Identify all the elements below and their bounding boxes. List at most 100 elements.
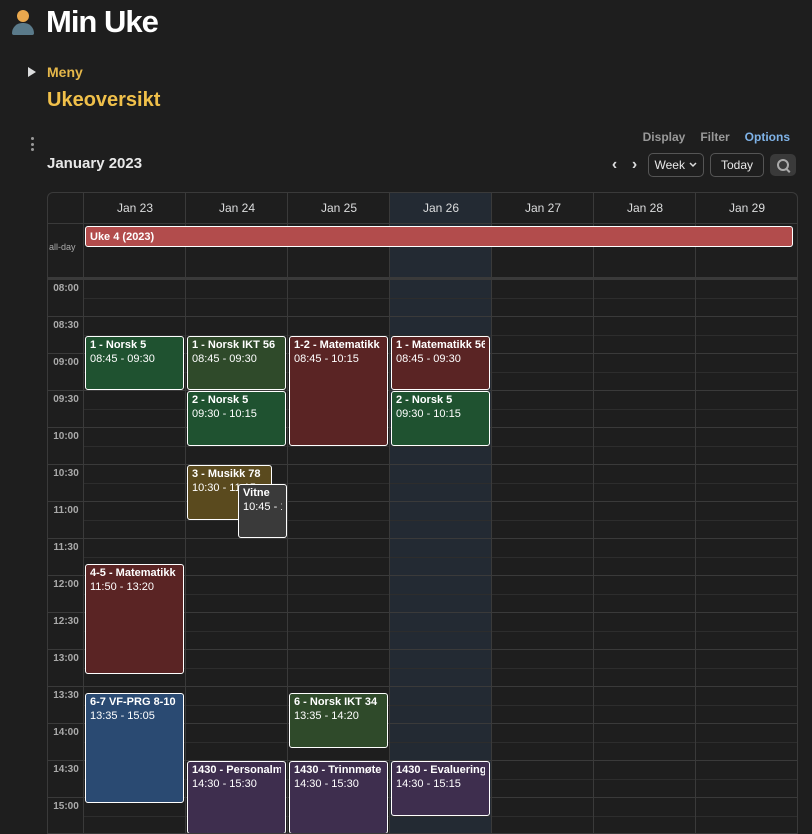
slot-line	[83, 594, 797, 595]
event-title: 6 - Norsk IKT 34	[294, 696, 378, 709]
slot-line	[83, 557, 797, 558]
more-options-icon[interactable]	[31, 137, 35, 151]
day-column-line	[389, 223, 390, 833]
day-column-line	[287, 223, 288, 833]
day-header: Jan 26	[389, 193, 492, 223]
month-title: January 2023	[47, 155, 143, 172]
time-label: 11:30	[53, 542, 79, 553]
event-time: 13:35 - 14:20	[294, 710, 359, 723]
event-time: 08:45 - 10:15	[294, 352, 359, 365]
calendar-event[interactable]: 1-2 - Matematikk 7 08:45 - 10:15	[289, 335, 388, 446]
slot-line	[48, 538, 797, 539]
calendar-event[interactable]: 4-5 - Matematikk 7 11:50 - 13:20	[85, 563, 184, 674]
calendar-event[interactable]: 2 - Norsk 5 09:30 - 10:15	[187, 391, 286, 446]
section-heading: Ukeoversikt	[47, 89, 161, 111]
allday-divider	[48, 277, 797, 279]
event-title: 1 - Matematikk 56	[396, 338, 485, 351]
calendar-event[interactable]: 1 - Matematikk 56 08:45 - 09:30	[391, 335, 490, 390]
search-icon	[777, 159, 789, 171]
slot-line	[83, 446, 797, 447]
calendar-event[interactable]: 1 - Norsk 5 08:45 - 09:30	[85, 335, 184, 390]
options-link[interactable]: Options	[744, 130, 790, 144]
event-time: 08:45 - 09:30	[396, 352, 461, 365]
slot-line	[48, 612, 797, 613]
calendar-event[interactable]: 6 - Norsk IKT 34 13:35 - 14:20	[289, 693, 388, 748]
event-title: 2 - Norsk 5	[192, 394, 249, 406]
slot-line	[48, 760, 797, 761]
event-time: 11:50 - 13:20	[90, 580, 155, 593]
slot-line	[83, 705, 797, 706]
user-icon	[10, 7, 36, 37]
calendar-event[interactable]: 1430 - Trinnmøte 14:30 - 15:30	[289, 761, 388, 833]
calendar-nav: ‹ › Week Today	[608, 153, 796, 177]
today-column-highlight	[389, 193, 491, 833]
page-header: Min Uke	[10, 4, 159, 40]
slot-line	[48, 464, 797, 465]
event-title: 4-5 - Matematikk 7	[90, 566, 179, 579]
filter-link[interactable]: Filter	[700, 130, 730, 144]
view-select[interactable]: Week	[647, 153, 704, 177]
event-title: 3 - Musikk 78	[192, 468, 261, 480]
slot-line	[83, 483, 797, 484]
day-column-line	[83, 223, 84, 833]
allday-label: all-day	[49, 242, 76, 252]
event-time: 08:45 - 09:30	[90, 352, 155, 365]
today-button[interactable]: Today	[709, 153, 764, 177]
event-title: 1430 - Evaluering	[396, 764, 485, 776]
day-header: Jan 24	[185, 193, 288, 223]
time-label: 12:00	[53, 579, 79, 590]
slot-line	[48, 279, 797, 280]
day-header: Jan 28	[593, 193, 696, 223]
event-title: 2 - Norsk 5	[396, 394, 453, 406]
search-button[interactable]	[770, 154, 796, 176]
time-label: 14:00	[53, 727, 79, 738]
day-column-line	[695, 223, 696, 833]
page-title: Min Uke	[46, 4, 159, 39]
event-title: 1430 - Trinnmøte	[294, 764, 382, 776]
collapse-triangle-icon[interactable]	[28, 67, 36, 77]
time-label: 11:00	[53, 505, 79, 516]
event-time: 14:30 - 15:30	[294, 778, 359, 790]
time-label: 15:00	[53, 801, 79, 812]
menu-label[interactable]: Meny	[47, 64, 83, 80]
calendar-grid: all-day 08:00 08:30 09:00 09:30 10:00 10:30 11…	[48, 193, 797, 833]
day-header: Jan 25	[287, 193, 390, 223]
time-label: 13:00	[53, 653, 79, 664]
slot-line	[83, 520, 797, 521]
slot-line	[83, 742, 797, 743]
day-column-line	[491, 223, 492, 833]
event-time: 09:30 - 10:15	[192, 408, 257, 420]
event-time: 14:30 - 15:30	[192, 778, 257, 790]
event-title: 6-7 VF-PRG 8-10	[90, 696, 176, 709]
prev-week-button[interactable]: ‹	[611, 156, 618, 173]
day-column-line	[593, 223, 594, 833]
time-label: 09:00	[53, 357, 79, 368]
time-label: 14:30	[53, 764, 79, 775]
day-header: Jan 29	[695, 193, 797, 223]
display-link[interactable]: Display	[642, 130, 686, 144]
week-calendar: all-day 08:00 08:30 09:00 09:30 10:00 10:30 11…	[47, 192, 798, 834]
calendar-event[interactable]: 6-7 VF-PRG 8-10 13:35 - 15:05	[85, 693, 184, 804]
calendar-event[interactable]: 1430 - Evaluering 14:30 - 15:15	[391, 761, 490, 816]
view-select-label: Week	[654, 158, 685, 172]
day-header: Jan 23	[83, 193, 186, 223]
slot-line	[48, 686, 797, 687]
time-label: 10:30	[53, 468, 79, 479]
calendar-event[interactable]: 2 - Norsk 5 09:30 - 10:15	[391, 391, 490, 446]
calendar-event[interactable]: 1430 - Personalmøte 14:30 - 15:30	[187, 761, 286, 833]
calendar-event[interactable]: 1 - Norsk IKT 56 08:45 - 09:30	[187, 335, 286, 390]
menu-toggle[interactable]: Meny	[28, 64, 83, 80]
allday-event[interactable]: Uke 4 (2023)	[85, 226, 793, 247]
event-title: 1430 - Personalmøte	[192, 764, 281, 776]
time-label: 08:00	[53, 283, 79, 294]
event-title: Vitne	[243, 486, 270, 499]
event-title: 1 - Norsk 5	[90, 338, 147, 351]
event-time: 09:30 - 10:15	[396, 408, 461, 420]
slot-line	[48, 649, 797, 650]
event-time: 08:45 - 09:30	[192, 352, 257, 365]
next-week-button[interactable]: ›	[631, 156, 638, 173]
time-label: 08:30	[53, 320, 79, 331]
slot-line	[48, 316, 797, 317]
time-label: 13:30	[53, 690, 79, 701]
